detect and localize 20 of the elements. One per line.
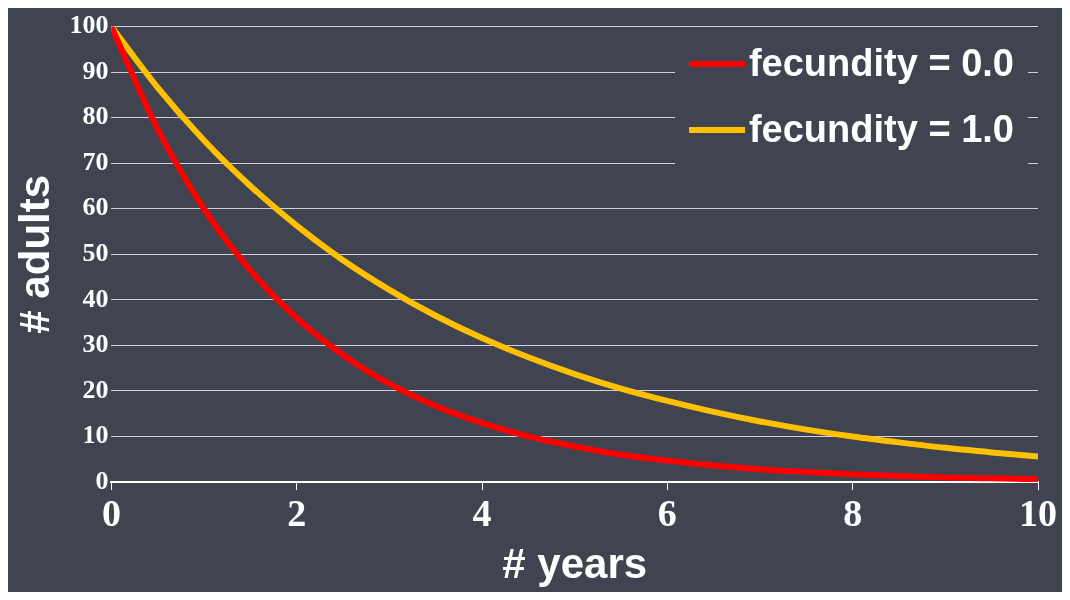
- y-tick-label: 30: [82, 329, 109, 359]
- y-tick-label: 70: [82, 146, 109, 176]
- y-tick-label: 60: [82, 192, 109, 222]
- y-tick-label: 20: [82, 374, 109, 404]
- x-tick-label: 10: [1019, 491, 1057, 534]
- y-tick-label: 50: [82, 238, 109, 268]
- y-axis-title: # adults: [10, 174, 58, 334]
- x-tick-label: 2: [287, 491, 307, 534]
- legend-label: fecundity = 0.0: [748, 42, 1014, 86]
- y-tick-label: 80: [82, 101, 109, 131]
- y-tick-label: 0: [95, 465, 109, 495]
- y-tick-label: 10: [82, 420, 109, 450]
- legend-label: fecundity = 1.0: [748, 108, 1014, 152]
- y-tick-label: 90: [82, 55, 109, 85]
- y-tick-label: 40: [82, 283, 109, 313]
- x-axis-title: # years: [502, 540, 648, 588]
- x-tick-label: 8: [843, 491, 863, 534]
- y-tick-label: 100: [69, 10, 109, 40]
- x-tick-label: 6: [657, 491, 677, 534]
- x-tick-label: 4: [472, 491, 492, 534]
